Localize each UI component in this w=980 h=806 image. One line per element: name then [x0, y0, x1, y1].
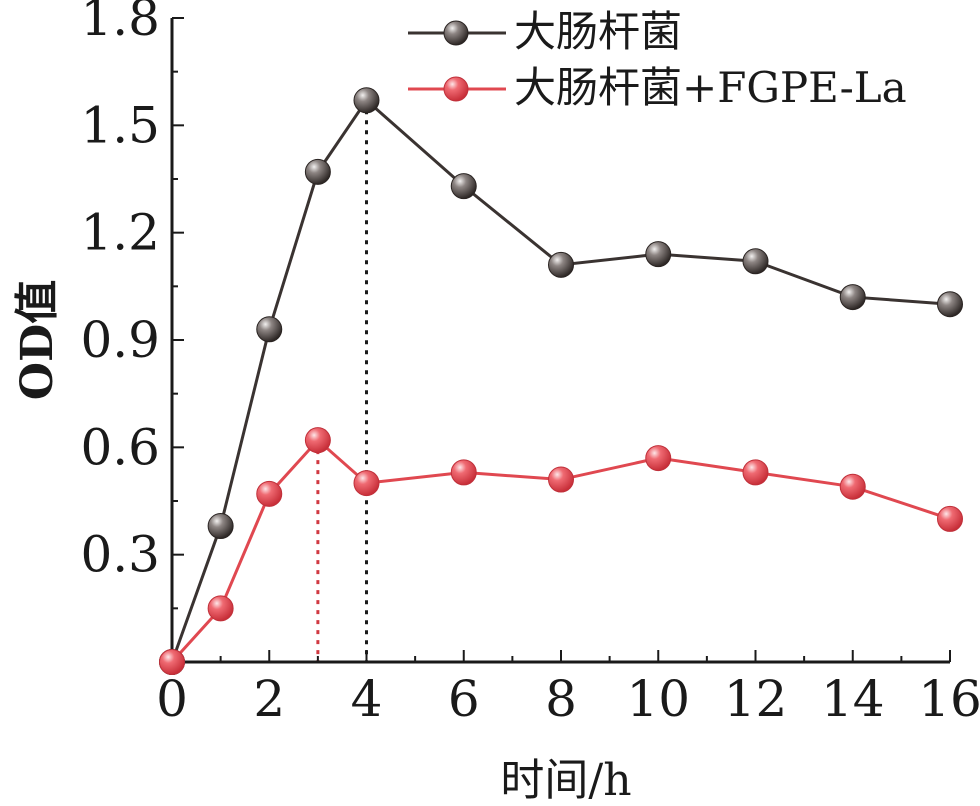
series-0-point — [353, 87, 380, 114]
series-1-point — [645, 445, 672, 472]
x-ticks: 0 2 4 6 8 10 12 14 16 — [156, 650, 980, 728]
series-0-point — [645, 241, 672, 268]
y-tick-label: 1.8 — [80, 0, 160, 47]
legend: 大肠杆菌 大肠杆菌+FGPE-La — [408, 7, 907, 112]
series-1-point — [207, 595, 234, 622]
series-0-point — [207, 513, 234, 540]
series-1-point — [548, 466, 574, 493]
y-tick-label: 0.6 — [80, 418, 160, 476]
series-0-point — [937, 291, 963, 318]
x-tick-label: 6 — [448, 670, 480, 728]
x-tick-label: 14 — [821, 670, 885, 728]
y-ticks: 0.3 0.6 0.9 1.2 1.5 1.8 — [80, 0, 184, 610]
series — [159, 87, 963, 675]
axes: 0 2 4 6 8 10 12 14 16 0.3 0.6 0.9 1.2 1.5 1.8 — [80, 0, 980, 728]
series-0-point — [256, 316, 283, 343]
legend-marker-0 — [443, 20, 469, 46]
y-tick-label: 1.2 — [80, 204, 160, 262]
legend-label-0: 大肠杆菌 — [514, 7, 682, 56]
legend-item-1: 大肠杆菌+FGPE-La — [408, 63, 907, 112]
legend-label-1: 大肠杆菌+FGPE-La — [514, 63, 907, 112]
y-tick-label: 0.9 — [80, 311, 160, 369]
series-1 — [159, 427, 963, 675]
series-0-point — [450, 173, 477, 200]
series-0 — [159, 87, 963, 675]
series-0-point — [304, 158, 331, 185]
annotations — [316, 100, 368, 662]
x-axis-title: 时间/h — [500, 755, 631, 806]
x-tick-label: 10 — [626, 670, 690, 728]
series-1-point — [839, 473, 866, 500]
series-line-0 — [170, 98, 951, 663]
series-1-point — [450, 459, 477, 486]
series-1-point — [353, 470, 380, 497]
x-tick-label: 2 — [253, 670, 285, 728]
y-tick-label: 1.5 — [80, 96, 160, 154]
series-0-point — [839, 284, 866, 311]
series-1-point — [159, 649, 185, 675]
series-1-point — [742, 459, 769, 486]
x-tick-label: 8 — [545, 670, 577, 728]
legend-item-0: 大肠杆菌 — [408, 7, 682, 56]
series-1-point — [304, 427, 331, 454]
x-tick-label: 12 — [724, 670, 788, 728]
y-axis-title: OD值 — [12, 280, 63, 400]
series-0-point — [742, 248, 769, 275]
legend-marker-1 — [443, 76, 469, 102]
x-tick-label: 4 — [351, 670, 383, 728]
x-tick-label: 16 — [918, 670, 980, 728]
series-0-point — [548, 251, 574, 278]
x-tick-label: 0 — [156, 670, 188, 728]
y-tick-label: 0.3 — [80, 526, 160, 584]
series-1-point — [937, 505, 963, 532]
series-1-point — [256, 480, 283, 507]
